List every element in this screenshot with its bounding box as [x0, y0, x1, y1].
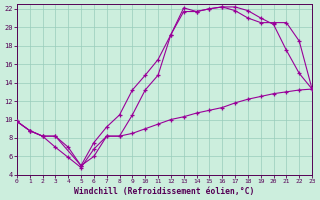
X-axis label: Windchill (Refroidissement éolien,°C): Windchill (Refroidissement éolien,°C) [74, 187, 255, 196]
